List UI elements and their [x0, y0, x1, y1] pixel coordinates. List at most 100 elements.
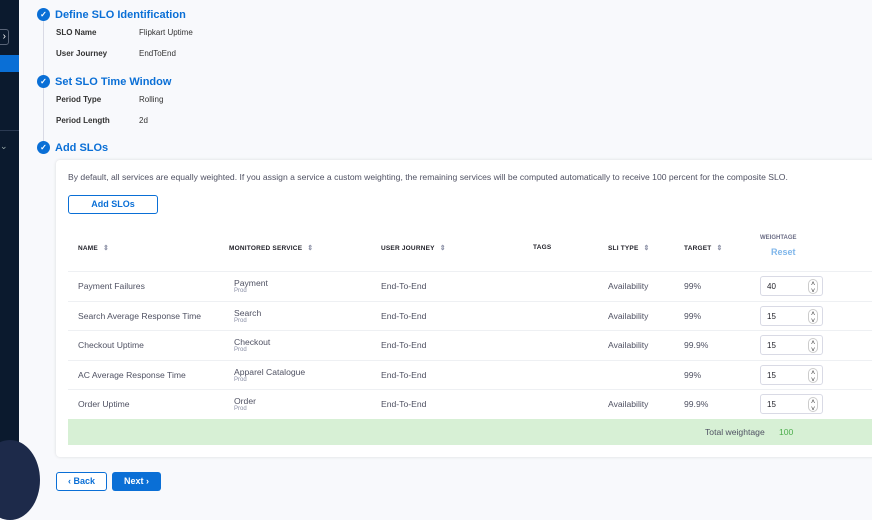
total-weightage-bar: Total weightage 100 [68, 419, 872, 445]
weightage-value: 15 [767, 400, 776, 409]
service-env: Prod [234, 288, 247, 294]
chevron-down-icon[interactable]: ⌄ [0, 141, 8, 151]
field-value: 2d [139, 116, 148, 125]
monitored-service: Order Prod [234, 396, 256, 412]
expand-sidebar-button[interactable]: › [0, 29, 9, 45]
step-title: Add SLOs [55, 141, 109, 154]
column-header-weightage: WEIGHTAGE [760, 235, 797, 241]
sli-type: Availability [608, 310, 649, 321]
field-label: Period Length [56, 116, 110, 125]
stepper-icon[interactable]: ˄ ˅ [808, 308, 818, 325]
step-title: Define SLO Identification [55, 8, 186, 21]
header-label: TARGET [684, 245, 712, 252]
add-slos-card: By default, all services are equally wei… [56, 160, 872, 457]
table-row: Payment Failures Payment Prod End-To-End … [68, 271, 872, 301]
table-row: AC Average Response Time Apparel Catalog… [68, 359, 872, 390]
weightage-value: 40 [767, 282, 776, 291]
sidebar-active-item[interactable] [0, 55, 19, 72]
step-time-window: ✓ Set SLO Time Window [37, 75, 171, 88]
header-label: TAGS [533, 244, 552, 251]
sli-type: Availability [608, 281, 649, 292]
column-header-journey[interactable]: USER JOURNEY ⇕ [381, 244, 446, 252]
weightage-input[interactable]: 15 ˄ ˅ [760, 305, 823, 326]
field-label: User Journey [56, 49, 108, 58]
header-label: NAME [78, 245, 98, 252]
weightage-input[interactable]: 15 ˄ ˅ [760, 335, 823, 355]
step-add-slos: ✓ Add SLOs [37, 141, 108, 154]
sort-icon[interactable]: ⇕ [439, 245, 446, 252]
weightage-input[interactable]: 15 ˄ ˅ [760, 394, 823, 414]
total-value: 100 [779, 427, 794, 437]
chevron-right-icon: › [143, 476, 149, 486]
weightage-value: 15 [767, 341, 776, 350]
back-label: Back [73, 476, 95, 486]
service-name: Order [234, 396, 256, 406]
add-slos-button[interactable]: Add SLOs [68, 195, 158, 214]
reset-weightage-link[interactable]: Reset [771, 247, 796, 257]
service-env: Prod [234, 347, 247, 353]
weightage-value: 15 [767, 370, 776, 380]
service-name: Checkout [234, 337, 271, 347]
header-label: MONITORED SERVICE [229, 245, 303, 252]
step-title: Set SLO Time Window [55, 75, 172, 88]
stepper-icon[interactable]: ˄ ˅ [808, 397, 818, 413]
field-value: Rolling [139, 95, 164, 104]
monitored-service: Apparel Catalogue Prod [234, 367, 305, 383]
sort-icon[interactable]: ⇕ [643, 245, 650, 252]
slo-name: AC Average Response Time [78, 369, 186, 380]
sli-type: Availability [608, 340, 649, 351]
service-env: Prod [234, 406, 247, 412]
monitored-service: Search Prod [234, 308, 261, 324]
user-journey: End-To-End [381, 369, 427, 380]
weightage-input[interactable]: 40 ˄ ˅ [760, 276, 823, 296]
service-name: Payment [234, 278, 268, 288]
chevron-left-icon: ‹ [67, 476, 74, 486]
sidebar: › ⌄ [0, 0, 40, 520]
next-button[interactable]: Next › [112, 472, 161, 491]
service-env: Prod [234, 317, 247, 324]
total-label: Total weightage [705, 427, 765, 437]
sidebar-divider [0, 130, 19, 131]
target: 99.9% [684, 399, 709, 410]
field-value: Flipkart Uptime [139, 28, 193, 37]
service-env: Prod [234, 376, 247, 383]
stepper-icon[interactable]: ˄ ˅ [808, 367, 818, 384]
stepper-icon[interactable]: ˄ ˅ [808, 338, 818, 354]
back-button[interactable]: ‹ Back [56, 472, 107, 491]
column-header-name[interactable]: NAME ⇕ [78, 244, 109, 252]
sort-icon[interactable]: ⇕ [716, 245, 723, 252]
weightage-input[interactable]: 15 ˄ ˅ [760, 364, 823, 385]
field-slo-name: SLO Name Flipkart Uptime [56, 28, 193, 37]
service-name: Search [234, 307, 262, 318]
table-row: Order Uptime Order Prod End-To-End Availa… [68, 389, 872, 419]
step-define-slo: ✓ Define SLO Identification [37, 8, 186, 21]
slo-name: Search Average Response Time [78, 310, 202, 321]
header-label: SLI TYPE [608, 245, 639, 252]
user-journey: End-To-End [381, 399, 427, 410]
field-label: SLO Name [56, 28, 97, 37]
column-header-tags: TAGS [533, 244, 551, 251]
stepper-icon[interactable]: ˄ ˅ [808, 279, 818, 295]
sidebar-decoration [0, 440, 40, 520]
slo-name: Order Uptime [78, 399, 130, 410]
column-header-service[interactable]: MONITORED SERVICE ⇕ [229, 244, 313, 252]
check-circle-icon: ✓ [37, 8, 50, 21]
target: 99.9% [684, 340, 709, 351]
table-row: Search Average Response Time Search Prod … [68, 300, 872, 331]
field-period-length: Period Length 2d [56, 116, 148, 125]
next-label: Next [123, 476, 144, 486]
sli-type: Availability [608, 399, 649, 410]
field-period-type: Period Type Rolling [56, 95, 163, 104]
table-row: Checkout Uptime Checkout Prod End-To-End … [68, 330, 872, 360]
column-header-sli[interactable]: SLI TYPE ⇕ [608, 244, 650, 252]
column-header-target[interactable]: TARGET ⇕ [684, 244, 723, 252]
sort-icon[interactable]: ⇕ [307, 245, 314, 252]
service-name: Apparel Catalogue [234, 366, 306, 377]
user-journey: End-To-End [381, 340, 427, 351]
header-label: USER JOURNEY [381, 245, 435, 252]
weightage-value: 15 [767, 311, 776, 321]
monitored-service: Payment Prod [234, 278, 268, 294]
field-label: Period Type [56, 95, 102, 104]
sort-icon[interactable]: ⇕ [102, 245, 110, 252]
user-journey: End-To-End [381, 310, 427, 321]
